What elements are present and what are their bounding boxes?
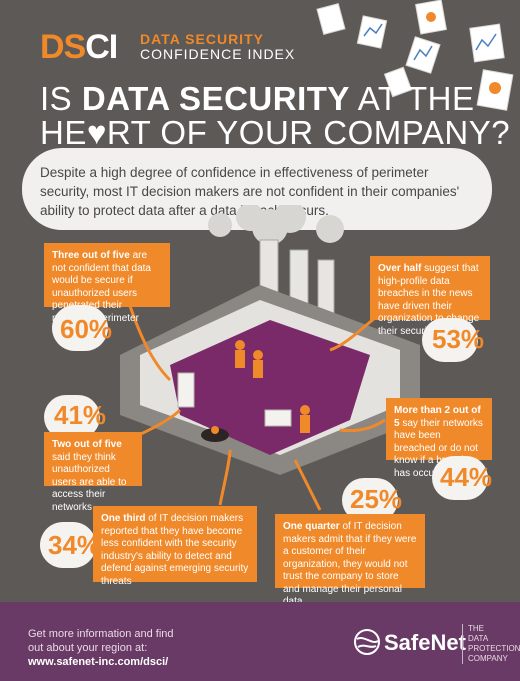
stat-box-25: One quarter of IT decision makers admit … [275, 514, 425, 607]
stat-pct-44: 44% [440, 462, 493, 492]
pct-circle [52, 305, 108, 351]
brand-tagline: THE DATA PROTECTION COMPANY [462, 624, 520, 664]
tag-line1: THE [468, 624, 484, 633]
footer-line1: Get more information and find [28, 628, 174, 640]
stat-lead: Over half [378, 263, 422, 274]
stat-pct-53: 53% [432, 324, 485, 354]
connector-lines [126, 299, 386, 511]
pct-circle [40, 522, 96, 568]
stat-pct-34: 34% [48, 530, 101, 560]
pct-circle [422, 318, 478, 362]
stat-lead: Three out of five [52, 250, 130, 261]
building-illustration [120, 205, 420, 475]
tag-line2: DATA [468, 634, 489, 643]
logo-ci: CI [85, 28, 118, 66]
logo-line1: DATA SECURITY [140, 31, 264, 47]
stat-box-34: One third of IT decision makers reported… [93, 506, 257, 587]
stat-lead: One third [101, 513, 146, 524]
floating-documents-icon [316, 0, 514, 111]
tag-line4: COMPANY [468, 654, 508, 663]
headline-prefix: IS [40, 80, 82, 117]
stat-lead: One quarter [283, 521, 340, 532]
logo-line2: CONFIDENCE INDEX [140, 46, 296, 62]
stat-lead: More than 2 out of 5 [394, 405, 481, 429]
stat-box-53: Over half suggest that high-profile data… [370, 256, 490, 337]
footer-text: Get more information and find out about … [28, 627, 174, 669]
stat-text: of IT decision makers admit that if they… [283, 521, 417, 607]
headline-bold: DATA SECURITY [81, 80, 350, 117]
headline-line2: HE♥RT OF YOUR COMPANY? [40, 114, 511, 151]
stat-box-44: More than 2 out of 5 say their networks … [386, 398, 492, 479]
stat-text: said they think unauthorized users are a… [52, 451, 127, 513]
stat-box-60: Three out of five are not confident that… [44, 243, 170, 336]
tag-line3: PROTECTION [468, 644, 520, 653]
stat-pct-25: 25% [350, 484, 403, 514]
stat-text: of IT decision makers reported that they… [101, 513, 249, 587]
footer-link[interactable]: www.safenet-inc.com/dsci/ [28, 656, 169, 668]
stat-text: say their networks have been breached or… [394, 417, 483, 479]
stat-pct-41: 41% [54, 400, 107, 430]
stat-lead: Two out of five [52, 439, 122, 450]
page-title: IS DATA SECURITY AT THE HE♥RT OF YOUR CO… [40, 82, 510, 150]
logo-ds: DS [40, 28, 86, 66]
headline-suffix: AT THE [349, 80, 475, 117]
brand-name: SafeNet [384, 630, 466, 655]
pct-circle [44, 395, 100, 439]
dsci-logo: DSCI [40, 28, 118, 67]
stat-pct-60: 60% [60, 314, 113, 344]
footer [0, 602, 520, 681]
pct-circle [432, 456, 488, 500]
stat-box-41: Two out of five said they think unauthor… [44, 432, 142, 513]
safenet-globe-icon [354, 629, 380, 655]
footer-line2: out about your region at: [28, 642, 148, 654]
logo-subtitle: DATA SECURITY CONFIDENCE INDEX [140, 32, 295, 62]
